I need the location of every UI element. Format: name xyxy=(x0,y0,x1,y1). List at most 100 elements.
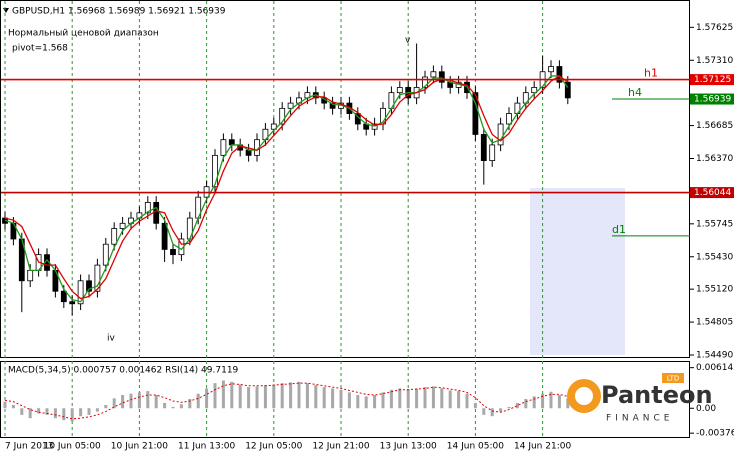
price-box xyxy=(690,74,734,86)
histogram-bar xyxy=(79,408,83,417)
candle-body xyxy=(245,149,252,156)
histogram-bar xyxy=(373,395,377,409)
histogram-bar xyxy=(179,404,183,409)
y-tick-label: 1.54805 xyxy=(696,318,733,328)
candle-body xyxy=(422,76,428,88)
histogram-bar xyxy=(129,393,133,409)
histogram-bar xyxy=(230,381,234,409)
candle-body xyxy=(531,87,538,94)
level-name: h1 xyxy=(644,67,658,80)
histogram-bar xyxy=(415,388,419,409)
candle-body xyxy=(329,102,336,109)
candle-body xyxy=(472,92,479,135)
histogram-bar xyxy=(339,389,343,409)
candle-body xyxy=(170,249,176,256)
histogram-bar xyxy=(280,383,284,409)
y-tick-label: 1.56685 xyxy=(696,121,733,131)
histogram-bar xyxy=(121,395,125,409)
price-box xyxy=(690,93,734,105)
candle-body xyxy=(119,222,126,229)
candle-body xyxy=(506,113,512,125)
histogram-bar xyxy=(305,383,309,409)
candle-body xyxy=(86,280,92,292)
x-tick-label: 11 Jun 13:00 xyxy=(178,442,235,452)
histogram-bar xyxy=(95,408,99,412)
histogram-bar xyxy=(53,408,57,419)
x-tick-label: 13 Jun 13:00 xyxy=(380,442,437,452)
candle-body xyxy=(430,71,437,78)
x-tick-label: 12 Jun 05:00 xyxy=(245,442,302,452)
histogram-bar xyxy=(431,386,435,409)
histogram-bar xyxy=(440,388,444,409)
histogram-bar xyxy=(406,389,410,409)
histogram-bar xyxy=(104,404,108,409)
y-tick-label: 1.57625 xyxy=(696,23,733,33)
annotation: iv xyxy=(107,334,116,344)
histogram-bar xyxy=(188,399,192,409)
histogram-bar xyxy=(247,387,251,409)
candle-body xyxy=(220,139,227,156)
candle-body xyxy=(27,269,34,282)
candle-body xyxy=(287,102,294,109)
logo: LTD Panteon FINANCE xyxy=(567,373,713,424)
histogram-bar xyxy=(490,408,494,417)
logo-badge xyxy=(662,373,684,383)
candle-body xyxy=(548,66,554,73)
candle-body xyxy=(60,290,67,303)
histogram-bar xyxy=(87,408,91,415)
histogram-bar xyxy=(3,401,7,409)
signal-line xyxy=(4,382,568,420)
y-tick-label: 1.54490 xyxy=(696,351,733,361)
x-tick-label: 10 Jun 05:00 xyxy=(44,442,101,452)
histogram-bar xyxy=(70,408,74,422)
indicator-frame xyxy=(0,361,690,438)
moving-average xyxy=(4,75,569,300)
price-box-label: 1.56939 xyxy=(694,95,731,105)
histogram-bar xyxy=(205,388,209,409)
histogram-bar xyxy=(11,404,15,409)
candle-body xyxy=(228,139,235,146)
x-tick-label: 7 Jun 2013 xyxy=(5,442,53,452)
histogram-bar xyxy=(541,393,545,409)
logo-icon xyxy=(575,387,593,405)
main-frame xyxy=(0,0,690,358)
y-tick-label: 0.006142 xyxy=(696,363,734,373)
histogram-bar xyxy=(549,391,553,409)
subtitle: Нормальный ценовой диапазон xyxy=(8,29,159,39)
histogram-bar xyxy=(62,408,66,421)
histogram-bar xyxy=(322,387,326,409)
candle-body xyxy=(270,123,277,130)
histogram-bar xyxy=(314,385,318,409)
histogram-bar xyxy=(566,398,570,409)
candle-body xyxy=(161,222,168,250)
histogram-bar xyxy=(465,393,469,409)
histogram-bar xyxy=(364,396,368,409)
price-box-label: 1.56044 xyxy=(694,188,731,198)
histogram-bar xyxy=(196,393,200,409)
histogram-bar xyxy=(507,406,511,409)
histogram-bar xyxy=(37,408,41,414)
histogram-bar xyxy=(263,385,267,409)
histogram-bar xyxy=(499,408,503,412)
candle-body xyxy=(396,87,403,94)
candle-body xyxy=(279,107,286,125)
forecast-zone xyxy=(530,188,625,355)
x-tick-label: 10 Jun 21:00 xyxy=(111,442,168,452)
candle-body xyxy=(212,154,218,188)
x-tick-label: 14 Jun 21:00 xyxy=(514,442,571,452)
histogram-bar xyxy=(347,392,351,409)
histogram-bar xyxy=(524,399,528,409)
x-tick-label: 14 Jun 05:00 xyxy=(447,442,504,452)
y-tick-label: 1.55430 xyxy=(696,252,733,262)
candle-body xyxy=(497,123,504,146)
histogram-bar xyxy=(154,395,158,409)
level-name: h4 xyxy=(628,86,642,99)
histogram-bar xyxy=(356,395,360,409)
candle-body xyxy=(153,202,160,224)
histogram-bar xyxy=(473,402,477,409)
indicator-title: MACD(5,34,5) 0.000757 0.001462 RSI(14) 4… xyxy=(8,366,239,376)
level-name: d1 xyxy=(612,223,626,236)
chart-title: GBPUSD,H1 1.56968 1.56989 1.56921 1.5693… xyxy=(12,7,226,17)
histogram-bar xyxy=(557,395,561,409)
logo-name: Panteon xyxy=(601,381,713,409)
